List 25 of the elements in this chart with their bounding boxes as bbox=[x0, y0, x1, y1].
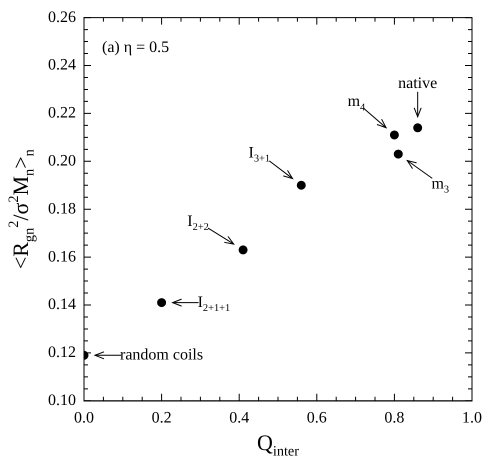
x-tick-label: 0.4 bbox=[229, 410, 250, 427]
y-tick-label: 0.18 bbox=[48, 200, 76, 218]
y-tick-label: 0.14 bbox=[48, 296, 76, 314]
x-tick-label: 0.2 bbox=[152, 410, 172, 427]
x-tick-label: 0.6 bbox=[306, 410, 327, 427]
x-tick-label: 1.0 bbox=[462, 410, 482, 427]
y-tick-label: 0.26 bbox=[48, 8, 76, 26]
y-tick-label: 0.24 bbox=[48, 56, 76, 74]
y-tick-label: 0.12 bbox=[48, 344, 76, 362]
y-tick-label: 0.16 bbox=[48, 248, 76, 266]
point bbox=[238, 245, 248, 254]
annotation: random coils bbox=[120, 346, 204, 364]
y-tick-label: 0.20 bbox=[48, 152, 76, 170]
x-tick-label: 0.8 bbox=[384, 410, 404, 427]
y-tick-label: 0.22 bbox=[48, 104, 76, 122]
annotation: (a) η = 0.5 bbox=[102, 38, 170, 56]
annotation: native bbox=[398, 74, 438, 92]
x-tick-label: 0.0 bbox=[74, 410, 94, 427]
point bbox=[390, 130, 399, 140]
point bbox=[296, 180, 306, 190]
y-tick-label: 0.10 bbox=[48, 392, 76, 410]
point bbox=[413, 123, 422, 132]
text: <Rgn2/σ2Mn>n bbox=[6, 149, 38, 270]
point bbox=[394, 150, 403, 159]
point bbox=[157, 298, 166, 308]
